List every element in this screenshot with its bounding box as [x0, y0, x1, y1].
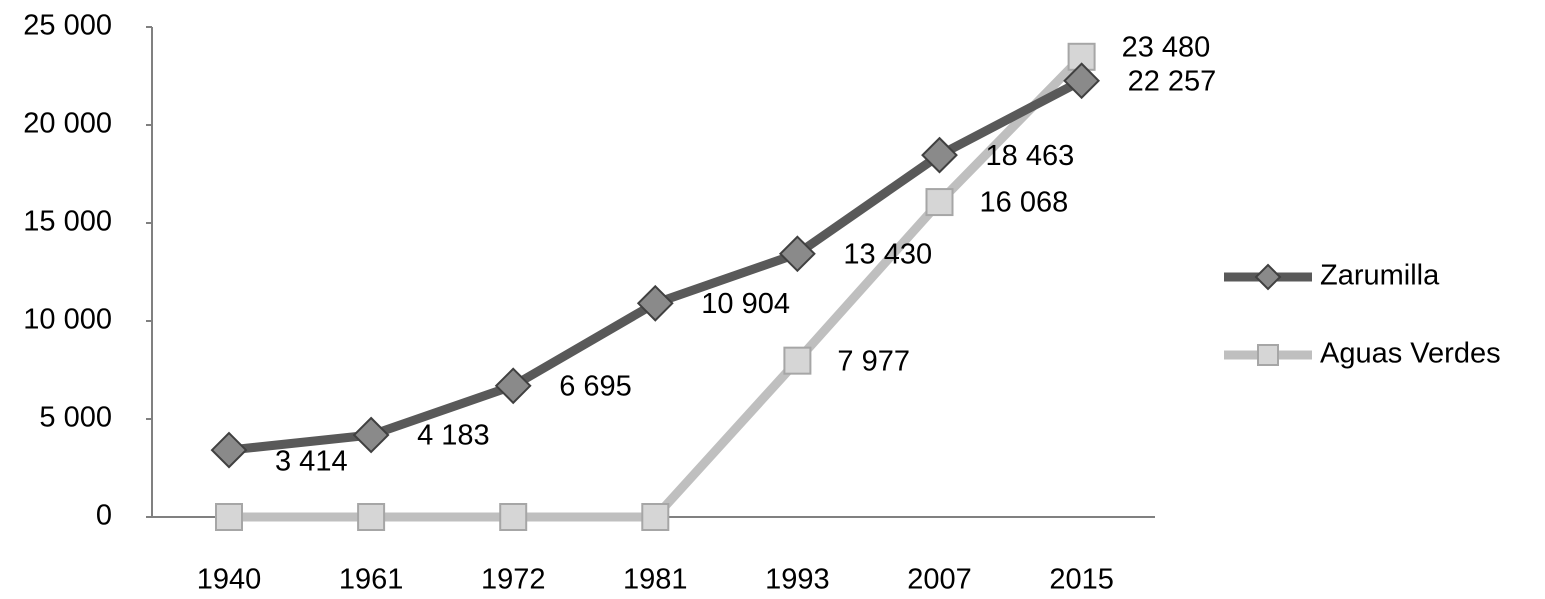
y-tick-label: 0 [96, 500, 112, 532]
marker [499, 503, 528, 531]
data-label: 6 695 [559, 370, 632, 402]
y-tick-label: 15 000 [23, 206, 112, 238]
marker [1063, 62, 1101, 100]
data-label: 16 068 [980, 187, 1069, 219]
marker [494, 367, 532, 405]
marker [778, 235, 816, 273]
x-tick-label: 2015 [1049, 564, 1114, 596]
x-tick-label: 1961 [339, 564, 404, 596]
legend-marker [1254, 263, 1282, 291]
x-tick-label: 2007 [907, 564, 972, 596]
marker [215, 503, 243, 531]
data-label: 18 463 [986, 140, 1075, 172]
data-label: 3 414 [275, 446, 348, 478]
legend-label: Zarumilla [1320, 260, 1440, 292]
y-tick-label: 5 000 [39, 402, 112, 434]
data-label: 4 183 [417, 420, 490, 452]
marker [636, 284, 674, 322]
marker [357, 503, 386, 531]
marker [641, 503, 670, 531]
marker [783, 346, 812, 375]
data-label: 23 480 [1122, 31, 1211, 63]
data-label: 22 257 [1128, 65, 1217, 97]
marker [352, 416, 390, 454]
x-tick-label: 1981 [623, 564, 688, 596]
data-label: 7 977 [837, 345, 910, 377]
x-tick-label: 1972 [481, 564, 546, 596]
marker [210, 431, 248, 469]
data-label: 13 430 [843, 238, 932, 270]
y-tick-label: 20 000 [23, 108, 112, 140]
legend-marker [1257, 344, 1279, 366]
x-tick-label: 1940 [197, 564, 262, 596]
marker [925, 188, 954, 217]
series-line [228, 76, 1084, 455]
y-tick-label: 25 000 [23, 10, 112, 42]
y-tick-label: 10 000 [23, 304, 112, 336]
x-tick-label: 1993 [765, 564, 830, 596]
legend-label: Aguas Verdes [1320, 338, 1501, 370]
data-label: 10 904 [701, 288, 790, 320]
marker [921, 136, 958, 174]
